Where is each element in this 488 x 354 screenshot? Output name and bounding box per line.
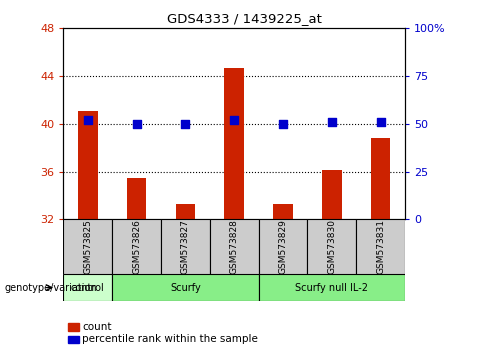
FancyBboxPatch shape [259, 274, 405, 301]
Bar [176, 204, 195, 219]
Text: GSM573830: GSM573830 [327, 219, 336, 274]
Text: count: count [82, 322, 111, 332]
Bar [68, 336, 79, 343]
Bar [273, 204, 293, 219]
Point [133, 121, 141, 127]
Bar [322, 171, 342, 219]
Text: control: control [71, 282, 105, 293]
Text: GDS4333 / 1439225_at: GDS4333 / 1439225_at [166, 12, 322, 25]
Bar [224, 68, 244, 219]
Bar [68, 323, 79, 331]
Text: GSM573825: GSM573825 [83, 219, 92, 274]
FancyBboxPatch shape [307, 219, 356, 274]
Text: GSM573827: GSM573827 [181, 219, 190, 274]
Point [182, 121, 189, 127]
Text: GSM573829: GSM573829 [279, 219, 287, 274]
FancyBboxPatch shape [161, 219, 210, 274]
FancyBboxPatch shape [63, 219, 112, 274]
Text: genotype/variation: genotype/variation [5, 282, 98, 293]
Text: GSM573831: GSM573831 [376, 219, 385, 274]
Text: percentile rank within the sample: percentile rank within the sample [82, 335, 258, 344]
Bar [371, 138, 390, 219]
Point [279, 121, 287, 127]
Text: Scurfy: Scurfy [170, 282, 201, 293]
Point [328, 119, 336, 125]
FancyBboxPatch shape [63, 274, 112, 301]
Point [84, 117, 92, 123]
Bar [78, 111, 98, 219]
Point [230, 117, 238, 123]
FancyBboxPatch shape [112, 274, 259, 301]
FancyBboxPatch shape [210, 219, 259, 274]
FancyBboxPatch shape [356, 219, 405, 274]
Point [377, 119, 385, 125]
Text: Scurfy null IL-2: Scurfy null IL-2 [295, 282, 368, 293]
Bar [127, 178, 146, 219]
Text: GSM573828: GSM573828 [230, 219, 239, 274]
FancyBboxPatch shape [112, 219, 161, 274]
Text: GSM573826: GSM573826 [132, 219, 141, 274]
FancyBboxPatch shape [259, 219, 307, 274]
